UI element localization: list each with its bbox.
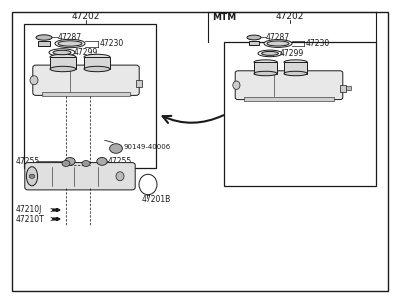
Ellipse shape [53,50,71,55]
FancyArrow shape [53,208,60,211]
Ellipse shape [26,167,38,186]
Text: 47255: 47255 [108,157,132,166]
Text: MTM: MTM [212,14,236,22]
Text: 90149-40006: 90149-40006 [124,144,171,150]
Bar [249,41,259,45]
Ellipse shape [267,41,289,46]
Bar [42,92,130,96]
Circle shape [97,158,107,165]
Text: 47299: 47299 [74,48,98,57]
FancyArrow shape [53,218,60,220]
Text: 47210J: 47210J [16,206,42,214]
Text: 47230: 47230 [99,39,124,48]
Text: 47230: 47230 [305,39,330,48]
Bar [24,24,156,168]
Ellipse shape [233,81,240,89]
FancyBboxPatch shape [33,65,139,95]
Bar [136,80,142,87]
Text: 47299: 47299 [280,49,304,58]
Ellipse shape [264,40,292,47]
Ellipse shape [254,60,277,64]
Ellipse shape [262,52,278,55]
Ellipse shape [58,41,82,46]
Circle shape [65,158,75,165]
FancyBboxPatch shape [25,163,135,190]
Ellipse shape [116,172,124,181]
Bar [84,57,110,69]
Text: 47287: 47287 [266,33,290,42]
Ellipse shape [50,54,76,60]
Text: 47210T: 47210T [16,214,45,224]
Ellipse shape [284,60,307,64]
Bar [244,97,334,101]
Text: 47287: 47287 [58,33,82,42]
Bar [284,62,307,74]
Circle shape [82,160,90,166]
Text: 47202: 47202 [276,12,304,21]
Ellipse shape [139,174,157,195]
Ellipse shape [254,71,277,76]
Bar [346,86,351,90]
Circle shape [110,144,122,153]
Bar [340,85,346,92]
Ellipse shape [30,76,38,85]
Bar [38,40,50,46]
FancyBboxPatch shape [235,71,343,100]
Bar [254,62,277,74]
Circle shape [62,160,70,166]
Ellipse shape [247,35,261,40]
Bar [224,42,376,186]
Ellipse shape [84,54,110,60]
Text: 47202: 47202 [72,12,100,21]
Ellipse shape [84,66,110,72]
Circle shape [29,174,35,178]
Ellipse shape [55,39,85,48]
Ellipse shape [36,35,52,40]
Ellipse shape [50,66,76,72]
Bar [50,57,76,69]
Ellipse shape [284,71,307,76]
Ellipse shape [49,49,75,56]
Ellipse shape [258,50,282,57]
Text: 47255: 47255 [16,157,40,166]
Text: 47201B: 47201B [142,195,171,204]
